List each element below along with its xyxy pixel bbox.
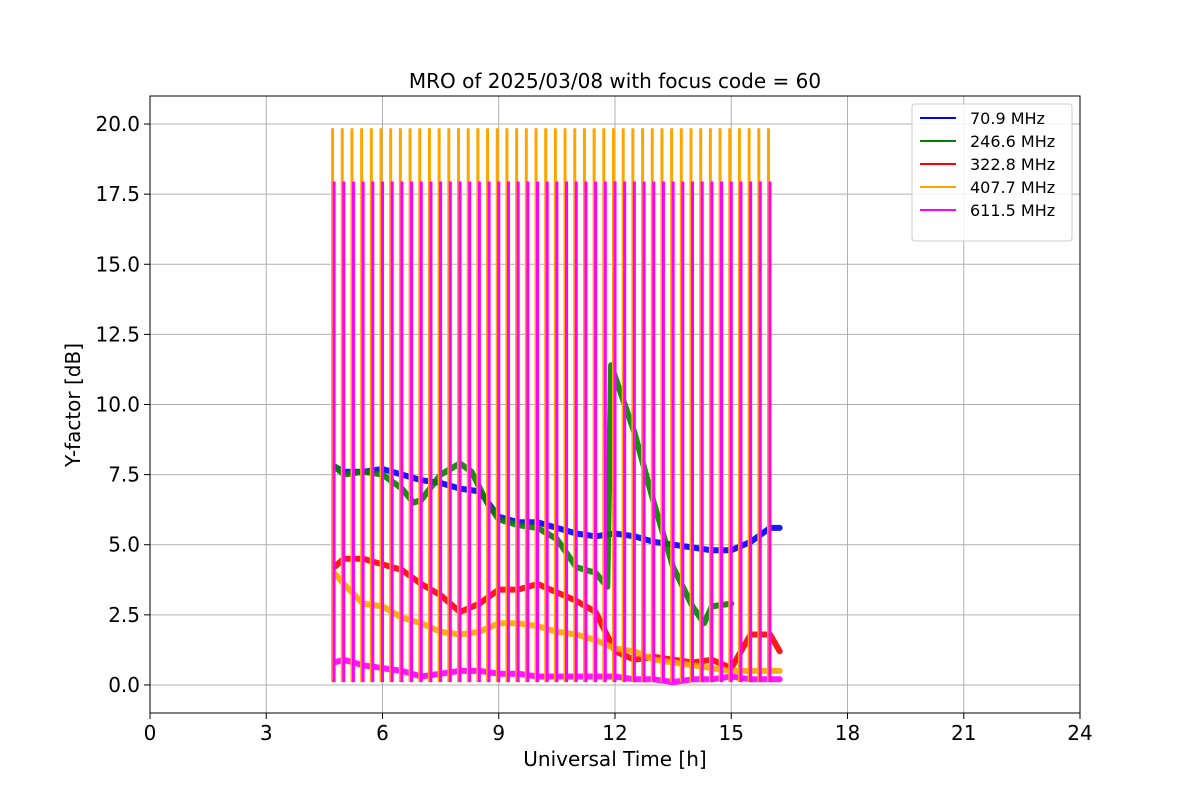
y-tick-label: 12.5 bbox=[95, 322, 140, 346]
chart-title: MRO of 2025/03/08 with focus code = 60 bbox=[409, 69, 821, 93]
x-tick-label: 3 bbox=[260, 721, 273, 745]
x-axis-label: Universal Time [h] bbox=[523, 747, 706, 771]
y-tick-label: 10.0 bbox=[95, 393, 140, 417]
x-tick-label: 6 bbox=[376, 721, 389, 745]
y-tick-label: 20.0 bbox=[95, 112, 140, 136]
y-axis-label: Y-factor [dB] bbox=[61, 343, 85, 468]
y-tick-label: 0.0 bbox=[108, 673, 140, 697]
y-tick-label: 15.0 bbox=[95, 252, 140, 276]
x-tick-label: 21 bbox=[951, 721, 976, 745]
legend-label: 407.7 MHz bbox=[970, 178, 1055, 197]
y-axis: 0.0 2.5 5.0 7.5 10.0 12.5 15.0 17.5 20.0 bbox=[95, 112, 150, 697]
legend-label: 322.8 MHz bbox=[970, 155, 1055, 174]
legend-box bbox=[911, 103, 1073, 242]
y-tick-label: 5.0 bbox=[108, 533, 140, 557]
x-axis: 0 3 6 9 12 15 18 21 24 bbox=[144, 713, 1093, 745]
y-tick-label: 2.5 bbox=[108, 603, 140, 627]
calibration-spikes bbox=[331, 128, 772, 683]
x-tick-label: 15 bbox=[719, 721, 744, 745]
legend-label: 70.9 MHz bbox=[970, 109, 1045, 128]
x-tick-label: 9 bbox=[492, 721, 505, 745]
y-tick-label: 17.5 bbox=[95, 182, 140, 206]
x-tick-label: 0 bbox=[144, 721, 157, 745]
y-tick-label: 7.5 bbox=[108, 463, 140, 487]
legend-label: 246.6 MHz bbox=[970, 132, 1055, 151]
legend-label: 611.5 MHz bbox=[970, 201, 1055, 220]
x-tick-label: 12 bbox=[602, 721, 627, 745]
x-tick-label: 18 bbox=[835, 721, 860, 745]
legend: 70.9 MHz 246.6 MHz 322.8 MHz 407.7 MHz 6… bbox=[911, 103, 1073, 242]
x-tick-label: 24 bbox=[1067, 721, 1092, 745]
